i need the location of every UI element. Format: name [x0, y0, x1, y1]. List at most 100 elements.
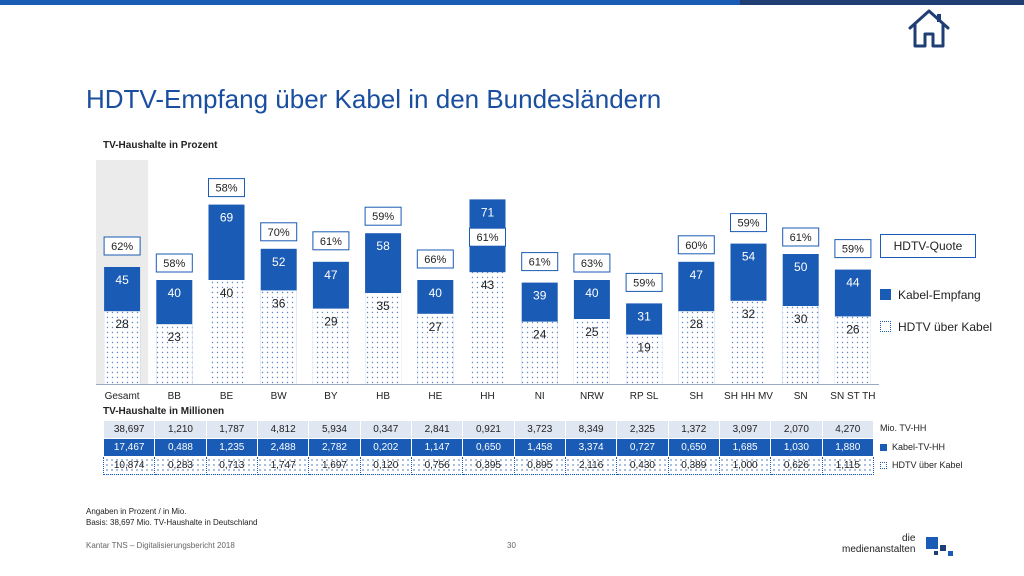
tick-label-he: HE	[428, 391, 442, 402]
tick-label-sh-hh-mv: SH HH MV	[724, 391, 773, 402]
quota-label-rp-sl: 59%	[633, 277, 655, 289]
row-label-cable-text: Kabel-TV-HH	[892, 442, 946, 452]
table-cell: 17,467	[102, 438, 156, 457]
tick-label-hh: HH	[480, 391, 494, 402]
label-hdtv-sn-st-th: 26	[846, 322, 860, 336]
bar-hdtv-bb	[156, 324, 193, 384]
table-row-cable-hh: 17,467 0,488 1,235 2,488 2,782 0,202 1,147 0,65…	[102, 438, 875, 457]
legend-hdtv-swatch	[880, 321, 891, 332]
quota-box-he	[416, 249, 454, 269]
table-cell: 4,812	[256, 420, 310, 439]
quota-box-sh-hh-mv	[730, 213, 767, 233]
bar-hdtv-by	[312, 308, 349, 384]
bar-hdtv-hh	[469, 272, 506, 384]
table-cell: 0,713	[205, 456, 258, 475]
tick-label-nrw: NRW	[580, 391, 604, 402]
table-cell: 1,685	[718, 438, 772, 457]
footnote-units: Angaben in Prozent / in Mio.	[86, 507, 187, 516]
quota-label-hh: 61%	[476, 232, 498, 244]
table-cell: 1,880	[821, 438, 875, 457]
bar-hdtv-be	[208, 280, 245, 384]
bar-hdtv-rp-sl	[626, 334, 663, 384]
bar-hdtv-sn	[782, 306, 819, 384]
legend-quota-box: HDTV-Quote	[880, 234, 976, 258]
table-cell: 0,895	[513, 456, 566, 475]
quota-label-ni: 61%	[529, 257, 551, 269]
bar-hdtv-ni	[521, 321, 558, 384]
bar-hdtv-gesamt	[104, 311, 141, 384]
tick-label-gesamt: Gesamt	[105, 391, 140, 402]
tick-label-bb: BB	[168, 391, 182, 402]
row-label-hdtv-cable: HDTV über Kabel	[880, 460, 963, 470]
quota-box-be	[208, 178, 245, 198]
label-hdtv-hh: 43	[481, 278, 495, 292]
table-cell: 0,756	[410, 456, 464, 475]
quota-box-hh	[469, 227, 506, 247]
quota-label-sn: 61%	[790, 232, 812, 244]
tick-label-sn: SN	[794, 391, 808, 402]
tick-label-bw: BW	[271, 391, 288, 402]
quota-label-sn-st-th: 59%	[842, 244, 864, 256]
label-hdtv-bw: 36	[272, 296, 286, 310]
bar-hdtv-he	[417, 313, 454, 384]
quota-box-sn-st-th	[834, 239, 872, 259]
table-cell: 0,626	[770, 456, 823, 475]
table-cell: 1,747	[256, 456, 310, 475]
page-title: HDTV-Empfang über Kabel in den Bundeslän…	[86, 84, 662, 114]
label-cable-sh-hh-mv: 54	[742, 250, 756, 264]
quota-box-hb	[364, 206, 402, 226]
table-cell: 1,458	[513, 438, 566, 457]
top-accent-bar	[0, 0, 740, 5]
table-cell: 0,347	[359, 420, 412, 439]
quota-box-ni	[521, 252, 559, 272]
tick-label-hb: HB	[376, 391, 390, 402]
table-cell: 3,097	[718, 420, 772, 439]
label-hdtv-ni: 24	[533, 328, 547, 342]
table-cell: 0,921	[462, 420, 515, 439]
quota-box-bw	[260, 222, 298, 242]
quota-box-sh	[677, 235, 715, 255]
label-cable-gesamt: 45	[115, 273, 129, 287]
label-cable-sn: 50	[794, 260, 808, 274]
table-cell: 8,349	[564, 420, 618, 439]
label-cable-bw: 52	[272, 255, 286, 269]
top-accent-bar-dark	[740, 0, 1024, 5]
label-cable-be: 69	[220, 211, 234, 225]
table-subtitle-millions: TV-Haushalte in Millionen	[103, 406, 225, 417]
row-label-cable-swatch	[880, 444, 887, 451]
table-row-tv-hh: 38,697 1,210 1,787 4,812 5,934 0,347 2,841 0,92…	[102, 420, 875, 439]
table-cell: 0,389	[667, 456, 720, 475]
bar-hdtv-sh	[678, 311, 715, 384]
label-hdtv-rp-sl: 19	[637, 341, 651, 355]
quota-label-sh: 60%	[685, 240, 707, 252]
home-icon[interactable]	[906, 6, 952, 50]
table-cell: 0,650	[667, 438, 720, 457]
logo-text-line-1: die	[902, 533, 916, 544]
label-cable-hh: 71	[481, 205, 495, 219]
table-cell: 1,030	[770, 438, 823, 457]
label-cable-rp-sl: 31	[637, 309, 651, 323]
bar-hdtv-sn-st-th	[834, 316, 871, 384]
table-cell: 0,727	[616, 438, 669, 457]
row-label-hdtv-swatch	[880, 462, 887, 469]
table-cell: 1,787	[205, 420, 258, 439]
table-cell: 1,000	[718, 456, 772, 475]
quota-label-be: 58%	[215, 183, 237, 195]
row-label-cable-hh: Kabel-TV-HH	[880, 442, 945, 452]
table-cell: 2,841	[410, 420, 464, 439]
quota-box-gesamt	[103, 236, 141, 256]
label-hdtv-nrw: 25	[585, 325, 599, 339]
quota-label-by: 61%	[320, 236, 342, 248]
tick-label-be: BE	[220, 391, 234, 402]
quota-box-rp-sl	[625, 272, 663, 292]
table-cell: 2,325	[616, 420, 669, 439]
label-hdtv-sn: 30	[794, 312, 808, 326]
label-cable-bb: 40	[168, 286, 182, 300]
logo-text: die medienanstalten	[842, 533, 915, 555]
row-label-tv-hh: Mio. TV-HH	[880, 423, 927, 433]
table-cell: 1,210	[154, 420, 207, 439]
label-hdtv-sh: 28	[690, 317, 704, 331]
table-cell: 0,650	[462, 438, 515, 457]
table-cell: 38,697	[102, 420, 156, 439]
table-cell: 2,488	[256, 438, 310, 457]
